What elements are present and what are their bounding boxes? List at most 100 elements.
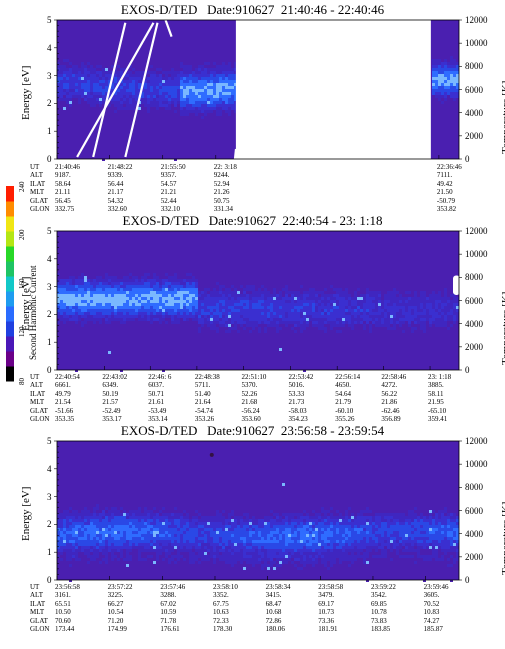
heatmap-cell bbox=[171, 291, 174, 294]
heatmap-cell bbox=[186, 312, 189, 315]
heatmap-cell bbox=[207, 80, 210, 83]
heatmap-cell bbox=[99, 104, 102, 107]
heatmap-cell bbox=[336, 525, 339, 528]
heatmap-cell bbox=[198, 531, 201, 534]
heatmap-cell bbox=[225, 312, 228, 315]
heatmap-cell bbox=[447, 303, 450, 306]
heatmap-cell bbox=[300, 543, 303, 546]
heatmap-cell bbox=[105, 525, 108, 528]
heatmap-cell bbox=[168, 291, 171, 294]
heatmap-cell bbox=[123, 306, 126, 309]
heatmap-cell bbox=[213, 80, 216, 83]
heatmap-cell bbox=[273, 546, 276, 549]
heatmap-cell bbox=[381, 303, 384, 306]
heatmap-cell bbox=[159, 297, 162, 300]
heatmap-cell bbox=[309, 303, 312, 306]
heatmap-cell bbox=[264, 291, 267, 294]
heatmap-cell bbox=[405, 291, 408, 294]
heatmap-cell bbox=[192, 77, 195, 80]
heatmap-cell bbox=[411, 318, 414, 321]
heatmap-cell bbox=[66, 546, 69, 549]
heatmap-cell bbox=[441, 312, 444, 315]
heatmap-cell bbox=[426, 318, 429, 321]
heatmap-cell bbox=[57, 77, 60, 80]
heatmap-cell bbox=[231, 107, 234, 110]
heatmap-cell bbox=[279, 558, 282, 561]
heatmap-cell bbox=[243, 309, 246, 312]
heatmap-cell bbox=[75, 74, 78, 77]
table-cell: 9357. bbox=[160, 171, 177, 180]
table-cell: 21.11 bbox=[55, 188, 71, 197]
heatmap-cell bbox=[57, 279, 60, 282]
heatmap-cell bbox=[87, 549, 90, 552]
chart-title: EXOS-D/TED Date:910627 22:40:54 - 23: 1:… bbox=[122, 213, 383, 228]
heatmap-cell bbox=[456, 300, 459, 303]
heatmap-cell bbox=[171, 303, 174, 306]
heatmap-cell bbox=[261, 519, 264, 522]
heatmap-cell bbox=[327, 528, 330, 531]
heatmap-cell bbox=[90, 531, 93, 534]
heatmap-cell bbox=[291, 516, 294, 519]
heatmap-cell bbox=[186, 128, 189, 131]
heatmap-cell bbox=[93, 555, 96, 558]
heatmap-cell bbox=[168, 303, 171, 306]
heatmap-cell bbox=[324, 330, 327, 333]
heatmap-cell bbox=[147, 71, 150, 74]
heatmap-cell bbox=[234, 303, 237, 306]
heatmap-cell bbox=[192, 540, 195, 543]
heatmap-cell bbox=[435, 62, 438, 65]
heatmap-cell bbox=[312, 528, 315, 531]
heatmap-cell bbox=[303, 369, 306, 372]
heatmap-cell bbox=[390, 312, 393, 315]
heatmap-cell bbox=[168, 558, 171, 561]
heatmap-cell bbox=[153, 86, 156, 89]
heatmap-cell bbox=[222, 558, 225, 561]
heatmap-cell bbox=[126, 543, 129, 546]
heatmap-cell bbox=[213, 104, 216, 107]
heatmap-cell bbox=[81, 98, 84, 101]
heatmap-cell bbox=[201, 74, 204, 77]
heatmap-cell bbox=[258, 330, 261, 333]
heatmap-cell bbox=[291, 537, 294, 540]
heatmap-cell bbox=[333, 543, 336, 546]
heatmap-cell bbox=[333, 525, 336, 528]
heatmap-cell bbox=[261, 294, 264, 297]
heatmap-cell bbox=[450, 83, 453, 86]
heatmap-cell bbox=[237, 300, 240, 303]
heatmap-cell bbox=[234, 98, 237, 101]
heatmap-cell bbox=[171, 546, 174, 549]
heatmap-cell bbox=[423, 300, 426, 303]
heatmap-cell bbox=[90, 516, 93, 519]
heatmap-cell bbox=[126, 282, 129, 285]
heatmap-cell bbox=[219, 68, 222, 71]
table-cell: 52.26 bbox=[241, 389, 258, 398]
heatmap-cell bbox=[453, 77, 456, 80]
heatmap-cell bbox=[312, 288, 315, 291]
row-label: GLON bbox=[30, 205, 50, 214]
heatmap-cell bbox=[189, 285, 192, 288]
heatmap-cell bbox=[102, 315, 105, 318]
heatmap-cell bbox=[156, 98, 159, 101]
heatmap-cell bbox=[255, 543, 258, 546]
heatmap-cell bbox=[114, 306, 117, 309]
heatmap-cell bbox=[249, 339, 252, 342]
heatmap-cell bbox=[207, 321, 210, 324]
heatmap-cell bbox=[258, 324, 261, 327]
heatmap-cell bbox=[177, 89, 180, 92]
chart-title: EXOS-D/TED Date:910627 23:56:58 - 23:59:… bbox=[120, 423, 385, 438]
heatmap-cell bbox=[441, 297, 444, 300]
heatmap-cell bbox=[246, 522, 249, 525]
heatmap-cell bbox=[447, 140, 450, 143]
heatmap-cell bbox=[195, 101, 198, 104]
heatmap-cell bbox=[99, 80, 102, 83]
heatmap-cell bbox=[132, 83, 135, 86]
heatmap-cell bbox=[87, 101, 90, 104]
heatmap-cell bbox=[438, 294, 441, 297]
heatmap-cell bbox=[132, 291, 135, 294]
heatmap-cell bbox=[303, 315, 306, 318]
heatmap-cell bbox=[72, 288, 75, 291]
heatmap-cell bbox=[93, 140, 96, 143]
heatmap-cell bbox=[72, 261, 75, 264]
heatmap-cell bbox=[303, 537, 306, 540]
heatmap-cell bbox=[195, 267, 198, 270]
